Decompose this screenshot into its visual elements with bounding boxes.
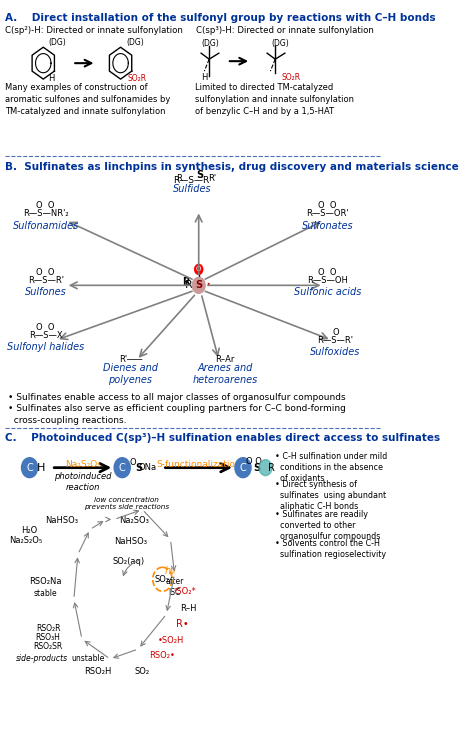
Text: R—S—NR'₂: R—S—NR'₂	[23, 209, 69, 218]
Text: NaHSO₃: NaHSO₃	[114, 538, 147, 547]
Text: •SO₂H: •SO₂H	[157, 636, 184, 645]
Text: RSO₃H: RSO₃H	[36, 633, 61, 642]
Text: C: C	[26, 462, 33, 473]
Text: Sulfonyl halides: Sulfonyl halides	[7, 342, 84, 352]
Text: O  O: O O	[36, 200, 55, 209]
Text: O: O	[129, 458, 136, 467]
Text: O O: O O	[246, 457, 261, 466]
Text: O  O: O O	[319, 268, 337, 277]
Text: RSO₂H: RSO₂H	[84, 667, 112, 676]
Text: Arenes and
heteroarenes: Arenes and heteroarenes	[192, 363, 258, 386]
Text: H: H	[48, 74, 55, 83]
Circle shape	[114, 458, 130, 477]
Text: R: R	[182, 277, 190, 288]
Text: R—S—OH: R—S—OH	[307, 276, 348, 285]
Text: S-functionalization: S-functionalization	[156, 459, 241, 468]
Text: RSO₂Na: RSO₂Na	[29, 578, 62, 587]
Text: Many examples of construction of
aromatic sulfones and sulfonamides by
TM-cataly: Many examples of construction of aromati…	[5, 83, 170, 116]
Text: C.    Photoinduced C(sp³)–H sulfination enables direct access to sulfinates: C. Photoinduced C(sp³)–H sulfination ena…	[5, 433, 440, 443]
Text: Sulfoxides: Sulfoxides	[310, 347, 361, 357]
Text: Sulfonic acids: Sulfonic acids	[294, 288, 361, 297]
Text: after
ISC: after ISC	[165, 578, 184, 596]
Text: O: O	[332, 328, 339, 337]
Text: SO₂R: SO₂R	[282, 73, 301, 82]
Text: R–H: R–H	[180, 604, 197, 613]
Text: S: S	[136, 462, 143, 473]
Text: R: R	[268, 462, 274, 473]
Text: Sulfones: Sulfones	[25, 288, 66, 297]
Text: R—S—R': R—S—R'	[173, 175, 211, 184]
Text: R: R	[176, 174, 182, 183]
Text: C: C	[119, 462, 126, 473]
Text: R': R'	[209, 174, 217, 183]
Text: unstable: unstable	[72, 654, 105, 663]
Text: C(sp²)-H: Directed or innate sulfonylation: C(sp²)-H: Directed or innate sulfonylati…	[5, 26, 182, 35]
Text: H: H	[201, 73, 208, 82]
Text: R—S—R': R—S—R'	[27, 276, 64, 285]
Text: • C-H sulfination under mild
  conditions in the absence
  of oxidants: • C-H sulfination under mild conditions …	[275, 452, 387, 483]
Text: photoinduced
reaction: photoinduced reaction	[54, 471, 111, 492]
Text: • Sulfinates also serve as efficient coupling partners for C–C bond-forming
  cr: • Sulfinates also serve as efficient cou…	[8, 404, 346, 425]
Text: Limited to directed TM-catalyzed
sulfonylation and innate sulfonylation
of benzy: Limited to directed TM-catalyzed sulfony…	[195, 83, 354, 116]
Text: O: O	[196, 267, 201, 273]
Circle shape	[192, 277, 205, 294]
Text: SO₂R: SO₂R	[127, 74, 146, 83]
Text: • Solvents control the C-H
  sulfination regioselectivity: • Solvents control the C-H sulfination r…	[275, 539, 386, 559]
Text: (DG): (DG)	[271, 39, 289, 48]
Text: H₂O: H₂O	[21, 526, 38, 535]
Text: Dienes and
polyenes: Dienes and polyenes	[103, 363, 158, 386]
Text: (DG): (DG)	[48, 38, 66, 47]
Text: ·: ·	[206, 276, 211, 294]
Text: Sulfonates: Sulfonates	[302, 221, 353, 230]
Text: side-products: side-products	[16, 654, 68, 663]
Text: stable: stable	[34, 589, 57, 598]
Text: A.    Direct installation of the sulfonyl group by reactions with C–H bonds: A. Direct installation of the sulfonyl g…	[5, 14, 435, 23]
Text: RSO₂R: RSO₂R	[36, 624, 60, 633]
Text: S: S	[195, 280, 202, 291]
Circle shape	[259, 459, 272, 476]
Text: C(sp³)-H: Directed or innate sulfonylation: C(sp³)-H: Directed or innate sulfonylati…	[196, 26, 374, 35]
Text: R'───: R'───	[118, 355, 142, 364]
Text: NaHSO₃: NaHSO₃	[46, 517, 78, 526]
Text: Sulfonamides: Sulfonamides	[12, 221, 79, 230]
Text: • Direct synthesis of
  sulfinates  using abundant
  aliphatic C-H bonds: • Direct synthesis of sulfinates using a…	[275, 480, 386, 511]
Text: SO₂: SO₂	[135, 667, 150, 676]
Text: • Sulfinates enable access to all major classes of organosulfur compounds: • Sulfinates enable access to all major …	[8, 393, 346, 402]
Circle shape	[21, 458, 37, 477]
Text: R—S—OR': R—S—OR'	[306, 209, 349, 218]
Text: O  O: O O	[36, 268, 55, 277]
Text: H: H	[36, 462, 45, 473]
Text: Sulfides: Sulfides	[173, 184, 211, 194]
Text: low concentration
prevents side reactions: low concentration prevents side reaction…	[83, 496, 169, 511]
Text: SO₂: SO₂	[155, 575, 170, 584]
Text: R: R	[184, 280, 192, 291]
Text: hν: hν	[164, 566, 176, 576]
Text: SO₂(aq): SO₂(aq)	[112, 557, 145, 566]
Text: (DG): (DG)	[201, 39, 219, 48]
Text: C: C	[240, 462, 246, 473]
Text: R—S—R': R—S—R'	[318, 336, 354, 345]
Text: Na₂SO₃: Na₂SO₃	[119, 517, 149, 526]
Text: • Sulfinates are readily
  converted to other
  organosulfur compounds: • Sulfinates are readily converted to ot…	[275, 510, 381, 541]
Text: S: S	[196, 169, 203, 180]
Text: ONa: ONa	[139, 463, 157, 472]
Text: R—S—X: R—S—X	[29, 331, 63, 340]
Text: O  O: O O	[36, 323, 55, 332]
Text: Na₂S₂O₅: Na₂S₂O₅	[65, 459, 100, 468]
Circle shape	[235, 458, 251, 477]
Text: S: S	[194, 280, 201, 291]
Text: S: S	[253, 462, 260, 473]
Text: O  O: O O	[319, 200, 337, 209]
Text: ³SO₂*: ³SO₂*	[173, 587, 196, 596]
Text: RSO₂•: RSO₂•	[149, 651, 175, 660]
Text: (DG): (DG)	[126, 38, 144, 47]
Circle shape	[195, 264, 203, 274]
Text: B.  Sulfinates as linchpins in synthesis, drug discovery and materials science: B. Sulfinates as linchpins in synthesis,…	[5, 162, 458, 172]
Text: Na₂S₂O₅: Na₂S₂O₅	[9, 536, 42, 545]
Text: RSO₂SR: RSO₂SR	[34, 642, 63, 651]
Text: R–Ar: R–Ar	[216, 355, 235, 364]
Text: R•: R•	[176, 619, 189, 629]
